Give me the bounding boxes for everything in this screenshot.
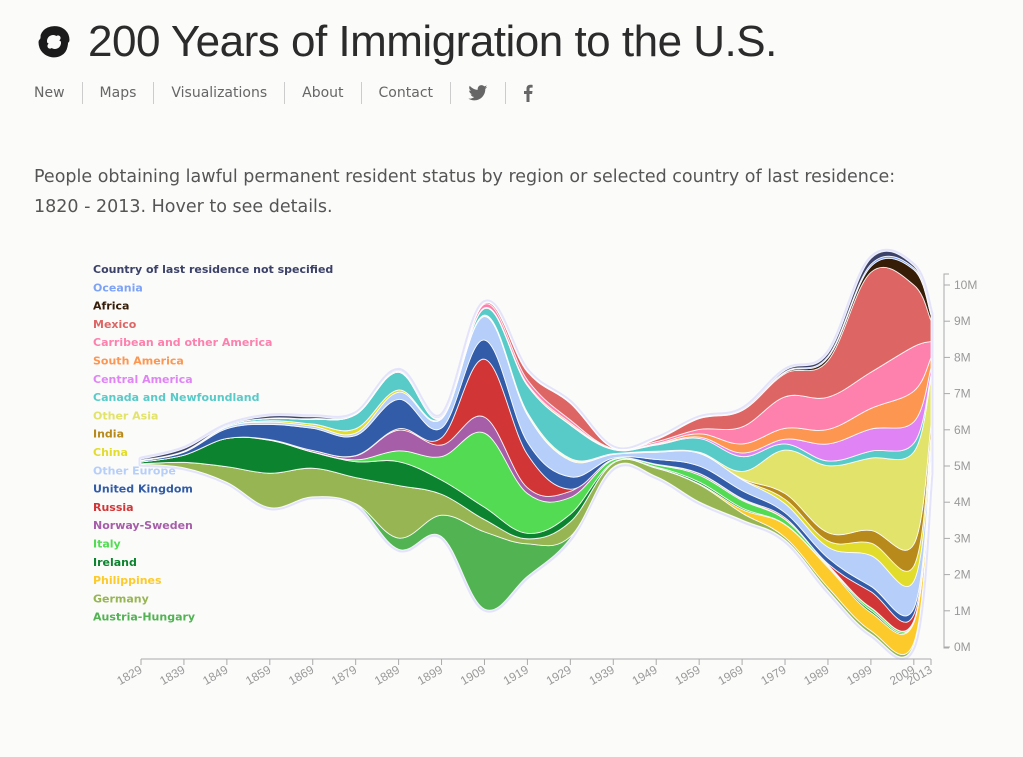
x-tick-label: 1839: [157, 662, 187, 688]
y-tick-label: 3M: [954, 531, 971, 545]
y-tick-label: 4M: [954, 495, 971, 509]
legend-item-central-america[interactable]: Central America: [93, 373, 193, 386]
x-tick-label: 1879: [329, 662, 359, 688]
nav-divider: [81, 82, 83, 104]
legend-item-oceania[interactable]: Oceania: [93, 281, 143, 294]
page-header: 200 Years of Immigration to the U.S.: [34, 16, 777, 68]
nav-divider: [505, 82, 506, 104]
nav-divider: [153, 82, 155, 104]
nav-item-visualizations[interactable]: Visualizations: [171, 85, 268, 101]
x-tick-label: 1889: [372, 662, 402, 688]
nav-divider: [450, 82, 451, 104]
x-tick-label: 1859: [243, 662, 273, 688]
x-tick-label: 1969: [715, 662, 745, 688]
legend-item-other-europe[interactable]: Other Europe: [93, 464, 176, 477]
y-tick-label: 5M: [954, 459, 971, 473]
x-tick-label: 1979: [758, 662, 788, 688]
description-line-1: People obtaining lawful permanent reside…: [34, 167, 896, 187]
y-tick-label: 2M: [954, 568, 971, 582]
nav-divider: [284, 82, 286, 104]
main-nav: New Maps Visualizations About Contact: [34, 80, 533, 106]
legend-item-africa[interactable]: Africa: [93, 300, 129, 313]
legend-item-russia[interactable]: Russia: [93, 501, 134, 514]
x-tick-label: 1959: [673, 662, 703, 688]
twitter-icon[interactable]: [468, 85, 488, 101]
stream-layers: Austria-HungaryGermanyPhilippinesIreland…: [138, 248, 934, 660]
nav-divider: [360, 82, 362, 104]
x-tick-label: 1899: [415, 662, 445, 688]
x-tick-label: 1829: [114, 662, 144, 688]
legend-item-country-of-last-residence-not-specified[interactable]: Country of last residence not specified: [93, 263, 333, 276]
y-tick-label: 1M: [954, 604, 971, 618]
legend-item-norway-sweden[interactable]: Norway-Sweden: [93, 519, 193, 532]
y-tick-label: 6M: [954, 423, 971, 437]
y-tick-label: 8M: [954, 350, 971, 364]
legend-item-germany[interactable]: Germany: [93, 592, 149, 605]
nav-item-new[interactable]: New: [34, 85, 65, 101]
linked-circles-logo-icon[interactable]: [34, 22, 74, 62]
page-title: 200 Years of Immigration to the U.S.: [88, 17, 777, 66]
nav-item-about[interactable]: About: [302, 85, 344, 101]
chart-legend: Country of last residence not specified O…: [93, 263, 333, 624]
legend-item-china[interactable]: China: [93, 446, 128, 459]
description-line-2: 1820 - 2013. Hover to see details.: [34, 197, 333, 217]
nav-item-contact[interactable]: Contact: [378, 85, 433, 101]
legend-item-united-kingdom[interactable]: United Kingdom: [93, 483, 193, 496]
y-axis-line: [943, 273, 949, 649]
y-tick-label: 7M: [954, 387, 971, 401]
legend-item-philippines[interactable]: Philippines: [93, 574, 162, 587]
y-tick-label: 9M: [954, 314, 971, 328]
facebook-icon[interactable]: [523, 84, 533, 102]
chart-description: People obtaining lawful permanent reside…: [34, 162, 914, 222]
x-tick-label: 1909: [458, 662, 488, 688]
x-axis: 1829 1839 1849 1859 1869 1879 1889 1899 1909 1919…: [114, 658, 935, 688]
x-tick-label: 1869: [286, 662, 316, 688]
x-tick-label: 1999: [844, 662, 874, 688]
legend-item-mexico[interactable]: Mexico: [93, 318, 137, 331]
legend-item-other-asia[interactable]: Other Asia: [93, 409, 158, 422]
y-tick-label: 0M: [954, 640, 971, 654]
y-tick-label: 10M: [954, 278, 977, 292]
x-tick-label: 1849: [200, 662, 230, 688]
legend-item-south-america[interactable]: South America: [93, 355, 184, 368]
legend-item-italy[interactable]: Italy: [93, 538, 121, 551]
legend-item-india[interactable]: India: [93, 428, 124, 441]
x-tick-label: 1929: [544, 662, 574, 688]
x-tick-label: 1949: [630, 662, 660, 688]
nav-item-maps[interactable]: Maps: [99, 85, 137, 101]
x-tick-label: 1919: [501, 662, 531, 688]
stream-layer-country-of-last-residence-not-specified[interactable]: Country of last residence not specified: [140, 250, 932, 461]
legend-item-carribean-and-other-america[interactable]: Carribean and other America: [93, 336, 272, 349]
x-tick-label: 1939: [587, 662, 617, 688]
legend-item-ireland[interactable]: Ireland: [93, 556, 137, 569]
legend-item-canada-and-newfoundland[interactable]: Canada and Newfoundland: [93, 391, 259, 404]
legend-item-austria-hungary[interactable]: Austria-Hungary: [93, 611, 195, 624]
x-tick-label: 1989: [801, 662, 831, 688]
y-axis: 0M 1M 2M 3M 4M 5M 6M 7M 8M 9M 10M: [943, 273, 977, 654]
